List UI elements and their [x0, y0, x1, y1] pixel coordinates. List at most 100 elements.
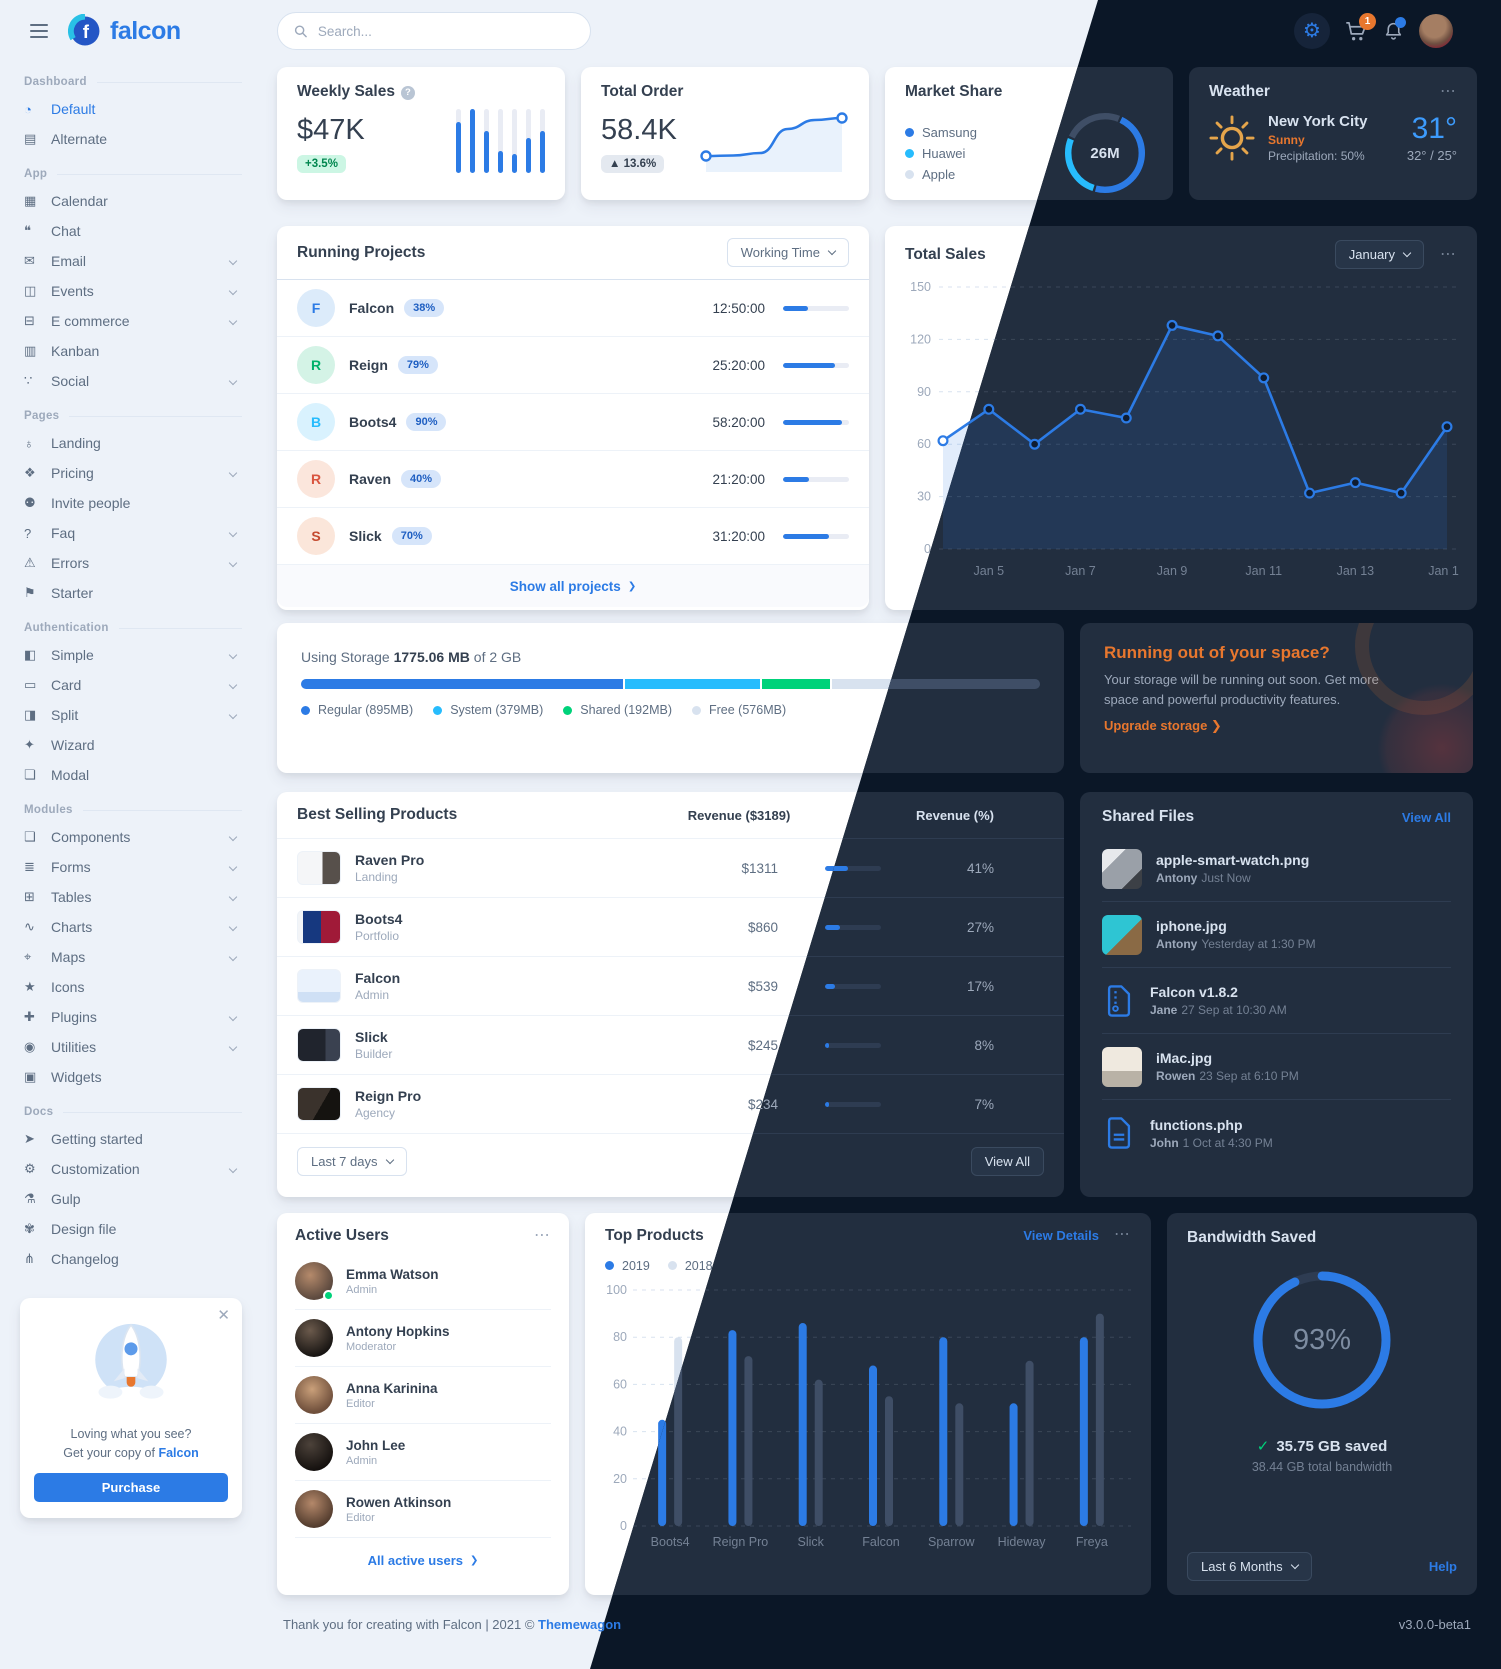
sidebar-item[interactable]: ∵ Social — [20, 366, 242, 396]
project-name-link[interactable]: Slick — [349, 528, 382, 544]
sidebar-item[interactable]: ▣ Widgets — [24, 1069, 102, 1085]
view-all-button[interactable]: View All — [970, 1147, 1044, 1176]
product-revenue: $860 — [747, 919, 778, 935]
sidebar-item[interactable]: ⚠ Errors — [20, 548, 242, 578]
product-name-link[interactable]: Raven Pro — [355, 852, 425, 868]
avatar — [295, 1490, 333, 1528]
show-all-projects-link[interactable]: Show all projects — [509, 578, 621, 594]
sidebar-item[interactable]: ◨ Split — [20, 700, 242, 730]
total-sales-chart: 0 30 60 90 120 150 Jan 5 Jan 7 Jan 9 Jan 11 Jan 13… — [910, 280, 1459, 578]
sidebar-item[interactable]: ⊟ E commerce — [20, 306, 242, 336]
cart-button[interactable]: 1 — [1345, 12, 1376, 43]
menu-toggle-icon[interactable] — [26, 20, 52, 42]
product-name-link[interactable]: Slick — [355, 1029, 388, 1045]
upgrade-storage-link[interactable]: Upgrade storage ❯ — [1104, 718, 1222, 733]
sidebar-item[interactable]: ≣ Forms — [20, 852, 242, 882]
sidebar-item[interactable]: ➤ Getting started — [24, 1131, 143, 1147]
last-7-days-select[interactable]: Last 7 days — [297, 1147, 407, 1176]
best-selling-list: Raven Pro Landing $1311 41% — [277, 839, 1064, 1134]
project-name-link[interactable]: Boots4 — [349, 414, 397, 430]
sidebar-item[interactable]: ? Faq — [20, 518, 242, 548]
sidebar-item[interactable]: ⌖ Maps — [20, 942, 242, 972]
card-menu-icon[interactable]: ⋯ — [1440, 245, 1457, 263]
user-name-link[interactable]: Emma Watson — [346, 1266, 439, 1282]
view-all-files-link[interactable]: View All — [1401, 809, 1451, 825]
product-category-link[interactable]: Admin — [355, 988, 390, 1002]
close-icon[interactable]: ✕ — [217, 1307, 230, 1324]
product-name-link[interactable]: Boots4 — [355, 911, 403, 927]
file-name-link[interactable]: apple-smart-watch.png — [1156, 852, 1310, 868]
last-6-months-select[interactable]: Last 6 Months — [1187, 1552, 1312, 1581]
product-category-link[interactable]: Builder — [355, 1047, 393, 1061]
user-name-link[interactable]: Anna Karinina — [346, 1380, 438, 1396]
file-name-link[interactable]: Falcon v1.8.2 — [1150, 984, 1238, 1000]
project-name-link[interactable]: Reign — [349, 357, 388, 373]
project-row: S Slick 70% 31:20:00 — [277, 508, 869, 565]
card-menu-icon[interactable]: ⋯ — [1114, 1226, 1131, 1243]
product-category-link[interactable]: Portfolio — [355, 929, 400, 943]
help-link[interactable]: Help — [1428, 1559, 1457, 1574]
sidebar-item[interactable]: ⚙ Customization — [20, 1154, 242, 1184]
month-select[interactable]: January — [1334, 240, 1424, 269]
all-active-users-link[interactable]: All active users — [367, 1552, 463, 1568]
file-name-link[interactable]: iphone.jpg — [1156, 918, 1227, 934]
sidebar-item[interactable]: ❝ Chat — [24, 223, 81, 239]
sidebar-item[interactable]: ❏ Modal — [24, 767, 90, 783]
sidebar-item[interactable]: ⚗ Gulp — [24, 1191, 81, 1207]
sidebar-item[interactable]: ★ Icons — [24, 979, 85, 995]
sidebar-item[interactable]: ⊞ Tables — [20, 882, 242, 912]
sidebar-item[interactable]: ⚉ Invite people — [24, 495, 131, 511]
project-name-link[interactable]: Raven — [349, 471, 392, 487]
sidebar-item[interactable]: ▥ Kanban — [24, 343, 100, 359]
market-share-legend: Samsung Huawei Apple — [905, 122, 977, 185]
sidebar-item[interactable]: ◫ Events — [20, 276, 242, 306]
project-name-link[interactable]: Falcon — [349, 300, 395, 316]
sidebar-item[interactable]: ◔ Default — [24, 101, 96, 117]
user-name-link[interactable]: Rowen Atkinson — [346, 1494, 452, 1510]
product-name-link[interactable]: Reign Pro — [355, 1088, 422, 1104]
working-time-select[interactable]: Working Time — [726, 238, 849, 267]
sidebar-item[interactable]: ⋔ Changelog — [24, 1251, 119, 1267]
sidebar-item[interactable]: ⚑ Starter — [24, 585, 94, 601]
file-time: Just Now — [1201, 871, 1251, 885]
product-category-link[interactable]: Agency — [355, 1106, 396, 1120]
user-name-link[interactable]: John Lee — [346, 1437, 406, 1453]
navbar-icons: ⚙ 1 — [1294, 12, 1477, 49]
notifications-button[interactable] — [1383, 16, 1406, 42]
sidebar-item[interactable]: ▤ Alternate — [24, 131, 108, 147]
search-box[interactable] — [277, 12, 591, 50]
sidebar-item[interactable]: ✚ Plugins — [20, 1002, 242, 1032]
search-input[interactable] — [315, 22, 574, 40]
sidebar-item[interactable]: ▦ Calendar — [24, 193, 108, 209]
help-icon[interactable]: ? — [400, 85, 415, 100]
sidebar-item[interactable]: ❑ Components — [20, 822, 242, 852]
card-menu-icon[interactable]: ⋯ — [1440, 83, 1457, 100]
user-avatar[interactable] — [1419, 14, 1453, 48]
themewagon-link[interactable]: Themewagon — [538, 1617, 622, 1632]
file-name-link[interactable]: iMac.jpg — [1156, 1050, 1213, 1066]
promo-falcon-link[interactable]: Falcon — [158, 1445, 199, 1460]
user-name-link[interactable]: Antony Hopkins — [346, 1323, 450, 1339]
file-name-link[interactable]: functions.php — [1150, 1116, 1243, 1133]
sidebar-item[interactable]: ♁ Landing — [24, 435, 101, 451]
purchase-button[interactable]: Purchase — [34, 1472, 228, 1502]
sidebar-item[interactable]: ✦ Wizard — [24, 737, 95, 753]
sidebar-item[interactable]: ❖ Pricing — [20, 458, 242, 488]
svg-text:Slick: Slick — [798, 1535, 825, 1549]
sidebar-item[interactable]: ◧ Simple — [20, 640, 242, 670]
purchase-promo-card: ✕ Loving what you see? Get your copy of … — [20, 1298, 242, 1518]
product-category-link[interactable]: Landing — [355, 870, 398, 884]
falcon-logo[interactable]: f falcon — [68, 14, 181, 48]
product-name-link[interactable]: Falcon — [355, 970, 401, 986]
legend-item: Free (576MB) — [692, 703, 786, 717]
card-menu-icon[interactable]: ⋯ — [534, 1227, 551, 1244]
sun-icon — [1209, 115, 1255, 161]
sidebar-item[interactable]: ◉ Utilities — [20, 1032, 242, 1062]
sidebar-item[interactable]: ∿ Charts — [20, 912, 242, 942]
sidebar-item[interactable]: ▭ Card — [20, 670, 242, 700]
settings-gear-button[interactable]: ⚙ — [1294, 13, 1330, 49]
sidebar-item[interactable]: ✾ Design file — [24, 1221, 117, 1237]
weather-city: New York City — [1268, 113, 1368, 130]
view-details-link[interactable]: View Details — [1023, 1227, 1099, 1243]
sidebar-item[interactable]: ✉ Email — [20, 246, 242, 276]
